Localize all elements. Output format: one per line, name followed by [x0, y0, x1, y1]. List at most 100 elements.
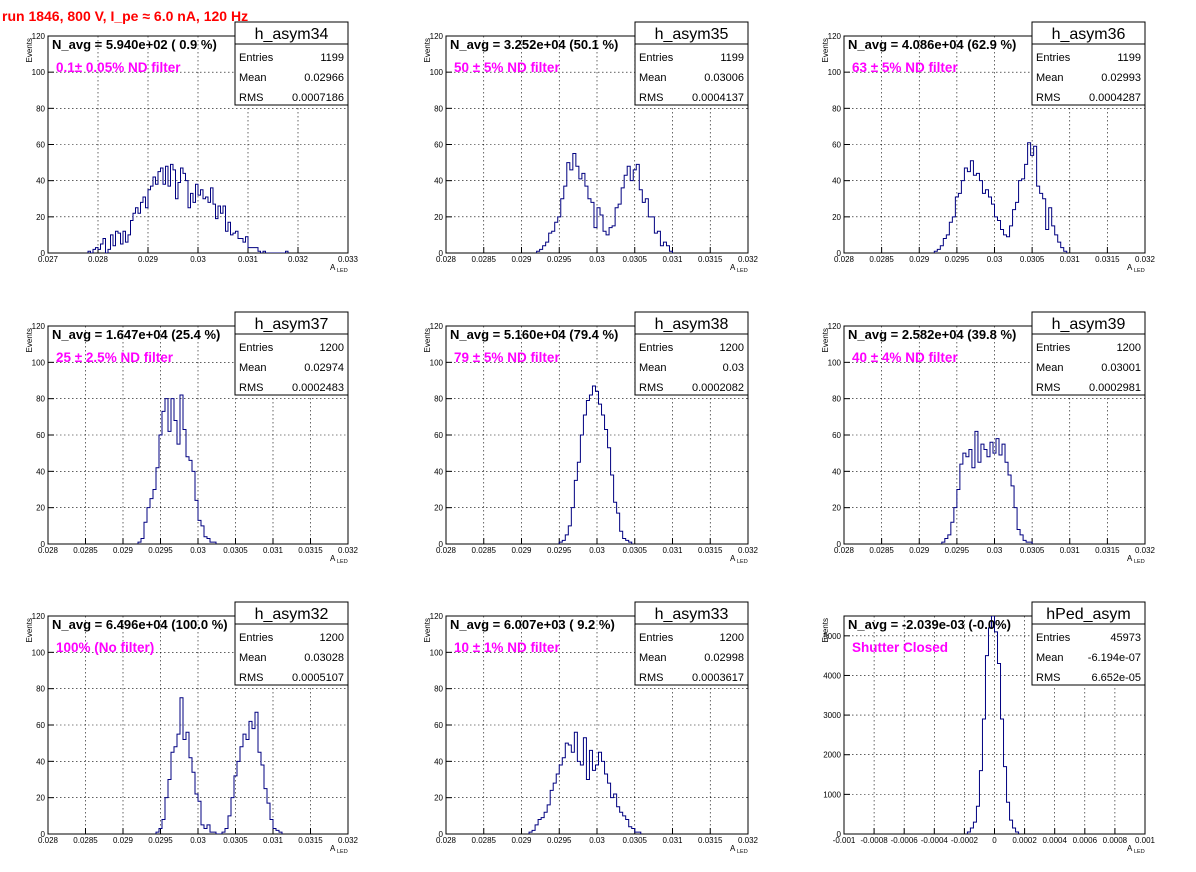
y-tick-label: 60 — [36, 721, 45, 730]
x-tick-label: -0.0008 — [861, 836, 889, 845]
x-axis-title: A — [730, 263, 736, 272]
y-tick-label: 20 — [434, 794, 443, 803]
stats-box: h_asym37 Entries 1200 Mean 0.02974 RMS 0.00024… — [234, 311, 349, 396]
x-axis-title: A — [330, 554, 336, 563]
x-tick-label: 0.031 — [662, 546, 683, 555]
x-tick-label: 0.029 — [511, 255, 532, 264]
x-tick-label: 0.028 — [436, 255, 457, 264]
x-tick-label: 0.0285 — [869, 255, 894, 264]
y-axis-title: Events — [25, 618, 34, 642]
x-tick-label: 0.029 — [138, 255, 159, 264]
x-axis-title: A — [730, 554, 736, 563]
x-tick-label: -0.0002 — [951, 836, 979, 845]
y-tick-label: 60 — [36, 141, 45, 150]
x-tick-label: 0.028 — [38, 546, 59, 555]
y-tick-label: 80 — [36, 104, 45, 113]
x-tick-label: 0.029 — [909, 546, 930, 555]
stats-entries-label: Entries — [239, 632, 274, 644]
y-tick-label: 40 — [36, 757, 45, 766]
x-tick-label: 0.0004 — [1042, 836, 1067, 845]
x-tick-label: -0.0004 — [921, 836, 949, 845]
y-tick-label: 0 — [41, 540, 46, 549]
stats-mean-label: Mean — [639, 652, 667, 664]
x-tick-label: 0.032 — [338, 836, 359, 845]
navg-label: N_avg = 4.086e+04 (62.9 %) — [848, 37, 1016, 52]
y-tick-label: 120 — [430, 32, 444, 41]
stats-entries-value: 1200 — [720, 632, 744, 644]
x-tick-label: 0.0006 — [1073, 836, 1098, 845]
panel-h_asym34: 0.027 0.028 0.029 0.03 0.031 0.032 0.033 0 20 40 6… — [25, 21, 359, 274]
run-title: run 1846, 800 V, I_pe ≈ 6.0 nA, 120 Hz — [2, 8, 249, 24]
x-tick-label: 0.0305 — [1020, 546, 1045, 555]
x-tick-label: 0.0008 — [1103, 836, 1128, 845]
stats-entries-label: Entries — [239, 52, 274, 64]
y-axis-title: Events — [25, 328, 34, 352]
histogram-title: h_asym33 — [655, 606, 729, 623]
filter-label: 50 ± 5% ND filter — [454, 60, 560, 75]
stats-mean-value: 0.03001 — [1101, 362, 1141, 374]
histogram-series — [933, 142, 1068, 253]
stats-values-box — [1031, 623, 1146, 686]
stats-rms-label: RMS — [639, 92, 663, 104]
stats-mean-label: Mean — [1036, 362, 1064, 374]
stats-rms-value: 0.0002483 — [292, 382, 344, 394]
y-tick-label: 20 — [832, 213, 841, 222]
histogram-title: h_asym34 — [255, 26, 329, 43]
stats-entries-value: 1199 — [320, 52, 344, 64]
x-tick-label: 0.03 — [589, 546, 605, 555]
y-tick-label: 120 — [32, 32, 46, 41]
x-tick-label: 0.0295 — [945, 255, 970, 264]
stats-mean-label: Mean — [639, 72, 667, 84]
x-tick-label: 0.029 — [909, 255, 930, 264]
histogram-title: h_asym32 — [255, 606, 329, 623]
y-tick-label: 5000 — [823, 632, 841, 641]
y-tick-label: 2000 — [823, 751, 841, 760]
y-tick-label: 100 — [32, 648, 46, 657]
x-tick-label: 0.03 — [987, 546, 1003, 555]
x-tick-label: 0.0315 — [298, 546, 323, 555]
stats-values-box — [634, 333, 749, 396]
y-tick-label: 20 — [36, 213, 45, 222]
y-axis-title: Events — [821, 38, 830, 62]
stats-rms-value: 0.0004287 — [1089, 92, 1141, 104]
y-tick-label: 20 — [434, 213, 443, 222]
y-tick-label: 0 — [837, 249, 842, 258]
stats-entries-value: 1200 — [1117, 342, 1141, 354]
y-tick-label: 60 — [434, 721, 443, 730]
y-tick-label: 100 — [828, 68, 842, 77]
x-tick-label: 0.032 — [338, 546, 359, 555]
stats-rms-label: RMS — [239, 92, 263, 104]
filter-label: 63 ± 5% ND filter — [852, 60, 958, 75]
stats-mean-value: 0.03 — [723, 362, 744, 374]
histogram-title: hPed_asym — [1046, 606, 1131, 623]
y-tick-label: 120 — [828, 32, 842, 41]
y-axis-title: Events — [423, 38, 432, 62]
x-axis-subscript: LED — [737, 559, 748, 565]
x-tick-label: 0.0315 — [1095, 546, 1120, 555]
stats-entries-value: 1199 — [1117, 52, 1141, 64]
y-tick-label: 40 — [832, 467, 841, 476]
histogram-series — [558, 385, 633, 544]
stats-mean-value: 0.02993 — [1101, 72, 1141, 84]
x-axis-title: A — [1127, 263, 1133, 272]
y-tick-label: 60 — [36, 431, 45, 440]
panel-h_asym32: 0.028 0.0285 0.029 0.0295 0.03 0.0305 0.031 0.0… — [25, 601, 359, 855]
stats-mean-value: 0.02966 — [304, 72, 344, 84]
x-tick-label: 0.0315 — [298, 836, 323, 845]
histogram-title: h_asym39 — [1052, 316, 1126, 333]
stats-values-box — [234, 333, 349, 396]
stats-values-box — [234, 43, 349, 106]
stats-box: h_asym34 Entries 1199 Mean 0.02966 RMS 0.00071… — [234, 21, 349, 106]
x-tick-label: 0.0315 — [698, 836, 723, 845]
stats-entries-value: 1200 — [320, 632, 344, 644]
stats-values-box — [634, 623, 749, 686]
stats-values-box — [634, 43, 749, 106]
x-axis-subscript: LED — [337, 559, 348, 565]
x-tick-label: 0.0285 — [869, 546, 894, 555]
y-tick-label: 100 — [32, 358, 46, 367]
stats-rms-label: RMS — [639, 672, 663, 684]
x-tick-label: 0.031 — [263, 836, 284, 845]
x-tick-label: 0.031 — [238, 255, 259, 264]
stats-rms-label: RMS — [239, 672, 263, 684]
